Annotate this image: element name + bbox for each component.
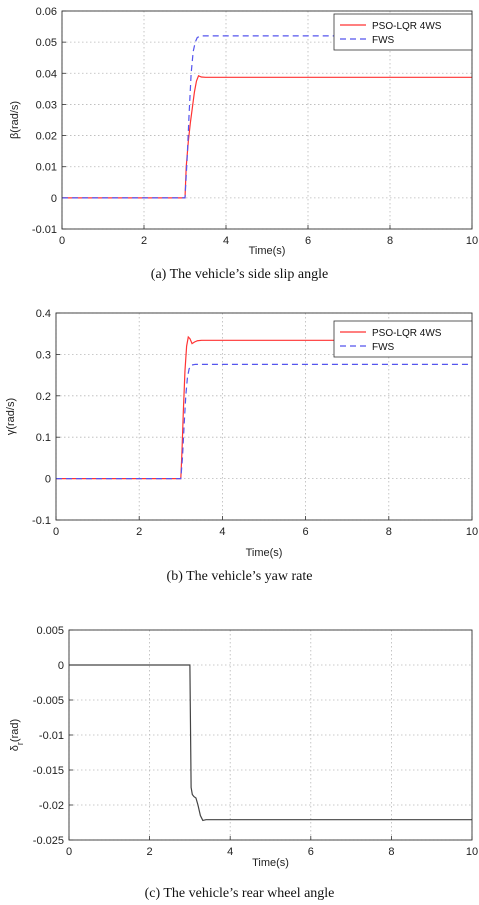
y-axis-label: β(rad/s) bbox=[9, 101, 21, 139]
series-line-2 bbox=[56, 363, 472, 480]
y-tick-label: -0.025 bbox=[33, 835, 64, 847]
x-tick-label: 8 bbox=[386, 526, 392, 538]
legend-label: FWS bbox=[372, 35, 395, 46]
x-axis-label: Time(s) bbox=[249, 245, 286, 257]
series-line-1 bbox=[69, 664, 472, 822]
plot-frame bbox=[68, 629, 473, 841]
y-tick-label: 0.1 bbox=[36, 432, 51, 444]
legend: PSO-LQR 4WS FWS bbox=[333, 320, 473, 358]
x-tick-label: 6 bbox=[303, 526, 309, 538]
x-tick-label: 10 bbox=[466, 526, 478, 538]
y-tick-label: -0.01 bbox=[39, 730, 64, 742]
x-tick-label: 0 bbox=[53, 526, 59, 538]
legend-box bbox=[333, 320, 473, 358]
x-axis-label: Time(s) bbox=[246, 547, 283, 559]
series-line-1 bbox=[56, 335, 472, 480]
chart-panel-3: 0 2 4 6 8 10 -0.025 -0.02 -0.015 -0.01 -0.005 0 0.00… bbox=[9, 625, 478, 901]
y-tick-label: 0.01 bbox=[36, 162, 57, 174]
x-tick-label: 4 bbox=[227, 846, 233, 858]
y-tick-label: 0.05 bbox=[36, 37, 57, 49]
x-tick-label: 4 bbox=[219, 526, 225, 538]
x-tick-label: 10 bbox=[466, 235, 478, 247]
chart-panel-1: 0 2 4 6 8 10-0.0100.010.020.030.040.050.06PSO… bbox=[9, 6, 478, 282]
y-tick-label: 0 bbox=[58, 660, 64, 672]
legend-label: PSO-LQR 4WS bbox=[372, 21, 442, 32]
y-tick-label: -0.1 bbox=[32, 515, 51, 527]
figure-caption: (c) The vehicle’s rear wheel angle bbox=[145, 886, 335, 901]
x-tick-label: 10 bbox=[466, 846, 478, 858]
y-tick-label: 0.04 bbox=[36, 68, 57, 80]
y-tick-label: 0.2 bbox=[36, 391, 51, 403]
y-tick-label: -0.005 bbox=[33, 695, 64, 707]
y-tick-label: 0.02 bbox=[36, 131, 57, 143]
x-axis-label: Time(s) bbox=[252, 857, 289, 869]
x-tick-label: 2 bbox=[136, 526, 142, 538]
y-tick-label: 0 bbox=[51, 193, 57, 205]
legend-label: FWS bbox=[372, 342, 395, 353]
y-tick-label: 0 bbox=[45, 474, 51, 486]
x-tick-label: 0 bbox=[59, 235, 65, 247]
y-tick-label: -0.015 bbox=[33, 765, 64, 777]
x-tick-label: 8 bbox=[388, 846, 394, 858]
figure-caption: (a) The vehicle’s side slip angle bbox=[151, 267, 328, 282]
x-tick-label: 2 bbox=[141, 235, 147, 247]
series-line-2 bbox=[62, 35, 472, 199]
x-tick-label: 2 bbox=[147, 846, 153, 858]
y-tick-label: 0.4 bbox=[36, 308, 51, 320]
x-tick-label: 6 bbox=[308, 846, 314, 858]
y-axis-label: γ(rad/s) bbox=[5, 398, 17, 435]
y-axis-label: δr(rad) bbox=[9, 719, 25, 751]
legend-label: PSO-LQR 4WS bbox=[372, 328, 442, 339]
y-tick-label: -0.01 bbox=[32, 224, 57, 236]
y-tick-label: 0.3 bbox=[36, 349, 51, 361]
x-tick-label: 8 bbox=[387, 235, 393, 247]
plot-frame bbox=[55, 312, 473, 521]
x-tick-label: 6 bbox=[305, 235, 311, 247]
figure-caption: (b) The vehicle’s yaw rate bbox=[167, 569, 313, 584]
legend: PSO-LQR 4WS FWS bbox=[333, 13, 473, 51]
y-tick-label: 0.03 bbox=[36, 99, 57, 111]
y-tick-label: -0.02 bbox=[39, 800, 64, 812]
plot-frame bbox=[61, 10, 473, 230]
series-line-1 bbox=[62, 74, 472, 199]
y-tick-label: 0.005 bbox=[36, 625, 64, 637]
y-tick-label: 0.06 bbox=[36, 6, 57, 18]
x-tick-label: 4 bbox=[223, 235, 229, 247]
legend-box bbox=[333, 13, 473, 51]
x-tick-label: 0 bbox=[66, 846, 72, 858]
